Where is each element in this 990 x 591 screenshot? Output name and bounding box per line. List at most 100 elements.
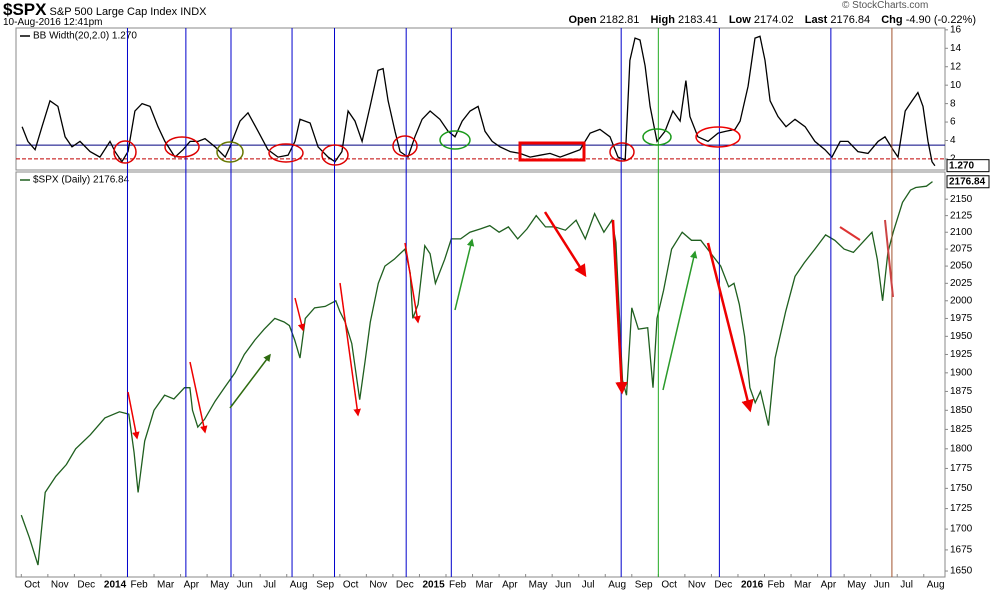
y-tick-label: 1675 (950, 545, 973, 556)
last-value-label: 1.270 (949, 160, 974, 171)
y-tick-label: 2075 (950, 244, 973, 255)
x-tick-label: Jun (555, 580, 571, 591)
date: 10-Aug-2016 12:41pm (3, 17, 103, 28)
quote-value: 2183.41 (678, 14, 718, 26)
arrows (127, 211, 894, 440)
x-tick-label: Apr (184, 580, 200, 591)
x-tick-label: Dec (396, 580, 414, 591)
y-tick-label: 1900 (950, 367, 973, 378)
quote: Open 2182.81 High 2183.41 Low 2174.02 La… (560, 14, 976, 26)
y-tick-label: 8 (950, 98, 956, 109)
arrow (127, 391, 140, 440)
quote-label: Last (804, 14, 828, 26)
circle (439, 130, 471, 150)
y-tick-label: 1750 (950, 483, 973, 494)
x-tick-label: Feb (768, 580, 786, 591)
quote-value: 2182.81 (599, 14, 640, 26)
x-tick-label: Mar (794, 580, 812, 591)
y-tick-label: 1850 (950, 405, 973, 416)
x-tick-label: Nov (688, 580, 706, 591)
y-tick-label: 12 (950, 61, 962, 72)
x-tick-label: Jun (874, 580, 890, 591)
y-tick-label: 1925 (950, 349, 973, 360)
x-tick-label: Aug (927, 580, 945, 591)
y-tick-label: 1800 (950, 443, 973, 454)
header: $SPX S&P 500 Large Cap Index INDX (3, 0, 207, 20)
x-tick-label: Aug (290, 580, 308, 591)
y-tick-label: 1650 (950, 566, 973, 577)
circle (268, 143, 304, 163)
y-tick-label: 2000 (950, 295, 973, 306)
arrow (404, 242, 421, 324)
x-tick-label: May (847, 580, 866, 591)
arrow (454, 238, 475, 311)
y-tick-label: 6 (950, 117, 956, 128)
y-tick-label: 1825 (950, 424, 973, 435)
panel-frame (15, 171, 946, 578)
y-tick-label: 1700 (950, 524, 973, 535)
last-value-box (946, 175, 990, 189)
x-tick-label: Dec (714, 580, 732, 591)
last-value-label: 2176.84 (949, 176, 986, 187)
arrow (839, 226, 861, 241)
quote-value: 2174.02 (753, 14, 794, 26)
quote-label: Open (568, 14, 597, 26)
x-tick-label: Sep (635, 580, 653, 591)
x-tick-label: Dec (77, 580, 95, 591)
y-tick-label: 2100 (950, 227, 973, 238)
index-name: S&P 500 Large Cap Index (49, 6, 178, 18)
y-tick-label: 2050 (950, 261, 973, 272)
y-tick-label: 1950 (950, 331, 973, 342)
series-line (21, 35, 936, 167)
y-tick-label: 2 (950, 154, 956, 165)
circle (695, 126, 741, 148)
quote-value: 2176.84 (830, 14, 871, 26)
x-tick-label: 2014 (104, 580, 127, 591)
y-tick-label: 1875 (950, 386, 973, 397)
y-tick-label: 10 (950, 80, 962, 91)
circle (113, 140, 137, 164)
quote-value: -4.90 (-0.22%) (905, 14, 976, 26)
y-tick-label: 2025 (950, 278, 973, 289)
arrow (189, 361, 208, 434)
x-tick-label: Jun (237, 580, 253, 591)
copyright: © StockCharts.com (842, 0, 929, 11)
x-tick-label: Oct (24, 580, 40, 591)
exchange: INDX (180, 6, 207, 18)
y-tick-label: 14 (950, 43, 962, 54)
x-tick-label: Feb (130, 580, 148, 591)
x-tick-label: 2016 (741, 580, 764, 591)
x-tick-label: May (210, 580, 229, 591)
last-value-box (946, 159, 990, 173)
symbol: $SPX (3, 0, 47, 19)
circle (609, 142, 635, 162)
arrow (662, 250, 698, 391)
x-tick-label: Nov (51, 580, 69, 591)
x-tick-label: Oct (343, 580, 359, 591)
y-tick-label: 2150 (950, 194, 973, 205)
panel-frame (15, 27, 946, 171)
quote-label: Chg (881, 14, 903, 26)
arrow (339, 282, 361, 417)
x-tick-label: 2015 (422, 580, 445, 591)
arrow (543, 211, 587, 278)
arrow (294, 297, 306, 332)
circle (164, 136, 200, 158)
legend-label: BB Width(20,2.0) 1.270 (33, 31, 137, 42)
x-tick-label: Apr (821, 580, 837, 591)
box (518, 141, 586, 162)
x-tick-label: Sep (316, 580, 334, 591)
x-tick-label: Aug (608, 580, 626, 591)
circle (392, 135, 418, 157)
x-tick-label: Jul (582, 580, 595, 591)
x-tick-label: Mar (476, 580, 494, 591)
y-tick-label: 4 (950, 135, 956, 146)
y-tick-label: 1775 (950, 463, 973, 474)
y-tick-label: 1725 (950, 503, 973, 514)
legend-label: $SPX (Daily) 2176.84 (33, 175, 130, 186)
x-tick-label: Mar (157, 580, 175, 591)
arrow (229, 353, 271, 409)
x-tick-label: Nov (369, 580, 387, 591)
